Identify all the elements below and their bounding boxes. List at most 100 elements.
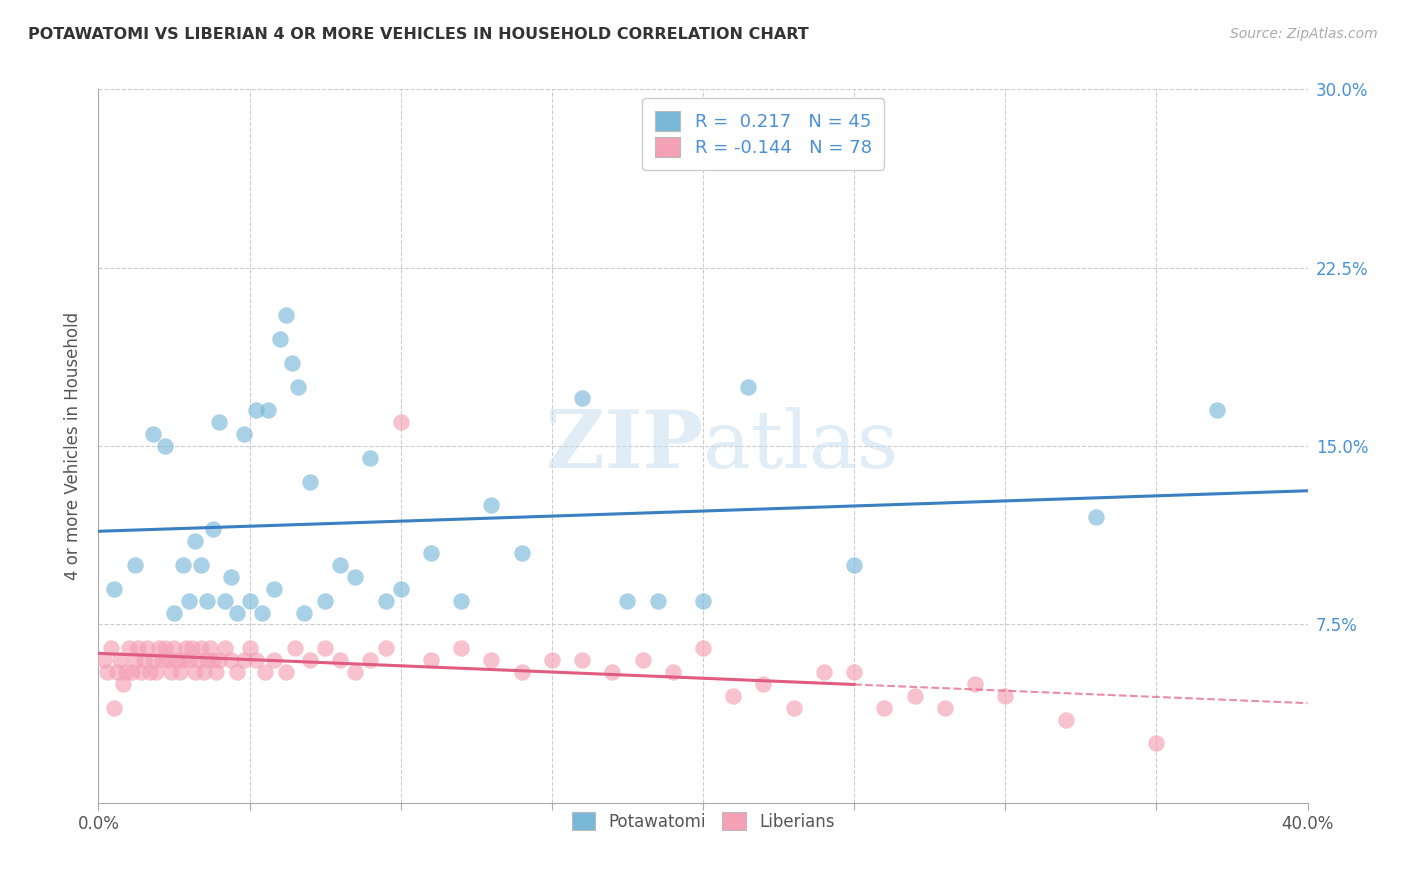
Point [1085,510,1108,524]
Text: Source: ZipAtlas.com: Source: ZipAtlas.com [1230,27,1378,41]
Point [281,356,304,370]
Point [269,332,291,346]
Point [299,475,322,489]
Point [284,641,307,656]
Point [263,582,285,596]
Point [174,641,197,656]
Point [692,593,714,607]
Point [111,677,134,691]
Point [314,641,336,656]
Point [844,558,866,572]
Point [121,665,143,679]
Point [287,379,309,393]
Point [631,653,654,667]
Point [190,558,212,572]
Point [239,593,262,607]
Point [205,665,228,679]
Y-axis label: 4 or more Vehicles in Household: 4 or more Vehicles in Household [65,312,83,580]
Legend: Potawatomi, Liberians: Potawatomi, Liberians [565,805,841,838]
Point [145,665,167,679]
Point [127,641,149,656]
Point [103,700,125,714]
Point [118,641,141,656]
Point [299,653,322,667]
Text: atlas: atlas [703,407,898,485]
Point [187,653,209,667]
Point [172,558,194,572]
Point [602,665,624,679]
Point [616,593,638,607]
Text: ZIP: ZIP [546,407,703,485]
Point [934,700,956,714]
Point [150,653,173,667]
Point [389,582,412,596]
Point [202,522,225,536]
Point [1206,403,1229,417]
Point [571,653,593,667]
Point [737,379,759,393]
Point [692,641,714,656]
Point [540,653,562,667]
Point [214,593,236,607]
Point [232,427,254,442]
Point [169,665,191,679]
Point [245,653,267,667]
Point [239,641,262,656]
Point [153,641,176,656]
Point [142,427,165,442]
Point [844,665,866,679]
Point [156,653,179,667]
Point [752,677,775,691]
Point [420,653,443,667]
Point [139,665,162,679]
Point [166,653,188,667]
Point [994,689,1017,703]
Point [195,653,218,667]
Point [374,641,396,656]
Point [450,641,472,656]
Point [124,558,146,572]
Point [360,450,382,465]
Point [360,653,382,667]
Point [263,653,285,667]
Point [226,606,249,620]
Point [195,593,218,607]
Point [214,641,236,656]
Point [481,653,503,667]
Point [904,689,927,703]
Point [100,641,122,656]
Point [274,665,297,679]
Point [873,700,896,714]
Point [253,665,276,679]
Point [179,593,201,607]
Point [172,653,194,667]
Point [124,653,146,667]
Point [250,606,273,620]
Point [783,700,806,714]
Point [1054,713,1077,727]
Point [647,593,669,607]
Point [184,534,207,549]
Point [232,653,254,667]
Point [108,653,131,667]
Point [813,665,835,679]
Point [226,665,249,679]
Point [148,641,170,656]
Point [221,570,243,584]
Point [208,653,231,667]
Point [163,606,186,620]
Point [129,665,152,679]
Point [190,641,212,656]
Point [142,653,165,667]
Point [661,665,683,679]
Point [314,593,336,607]
Point [245,403,267,417]
Text: POTAWATOMI VS LIBERIAN 4 OR MORE VEHICLES IN HOUSEHOLD CORRELATION CHART: POTAWATOMI VS LIBERIAN 4 OR MORE VEHICLE… [28,27,808,42]
Point [135,641,157,656]
Point [208,415,231,429]
Point [965,677,987,691]
Point [153,439,176,453]
Point [274,308,297,322]
Point [193,665,215,679]
Point [420,546,443,560]
